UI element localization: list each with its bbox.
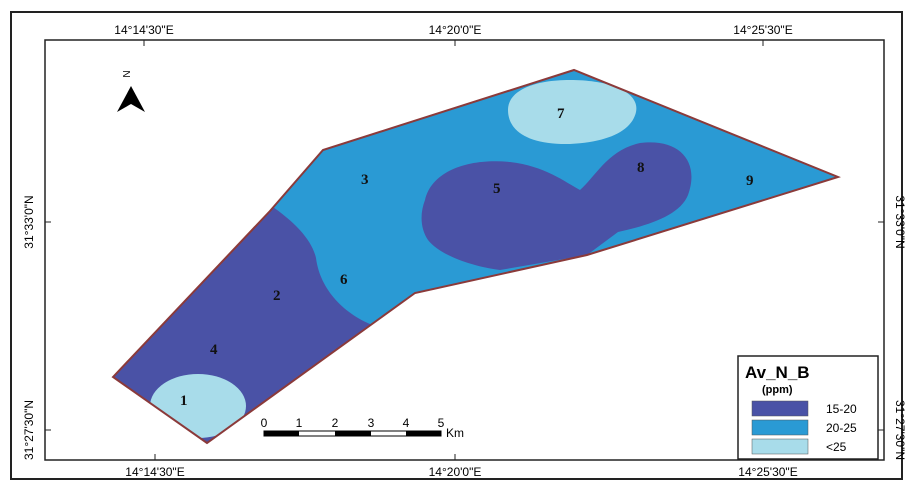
study-area-zones [113, 70, 838, 443]
site-label: 4 [210, 342, 218, 358]
legend-swatch [751, 438, 809, 455]
outer-frame [10, 11, 903, 480]
site-label: 7 [557, 106, 565, 122]
zone-15-20 [421, 142, 692, 270]
site-label: 6 [340, 272, 348, 288]
top-lon-label: 14°25'30"E [733, 23, 792, 37]
site-label: 9 [746, 173, 754, 189]
left-lat-label: 31°27'30"N [22, 400, 36, 460]
site-label: 2 [273, 288, 281, 304]
right-lat-label: 31°33'0"N [893, 195, 907, 248]
site-label: 3 [361, 172, 369, 188]
right-lat-label: 31°27'30"N [893, 400, 907, 460]
legend-swatch [751, 400, 809, 417]
site-label: 8 [637, 160, 645, 176]
legend-subtitle: (ppm) [762, 384, 793, 396]
legend-label: 15-20 [826, 402, 857, 416]
study-area-outline [111, 68, 841, 445]
bottom-lon-label: 14°25'30"E [738, 465, 797, 479]
zone-lt-25 [508, 80, 637, 145]
legend: Av_N_B (ppm) 15-20 20-25 <25 [737, 355, 879, 460]
zone-lt-25 [150, 374, 246, 438]
scale-tick-label: 2 [332, 416, 339, 430]
site-label: 5 [493, 181, 501, 197]
left-lat-label: 31°33'0"N [22, 195, 36, 248]
map-frame [44, 39, 885, 461]
scale-tick-label: 5 [438, 416, 445, 430]
north-label: N [122, 70, 133, 77]
legend-label: 20-25 [826, 421, 857, 435]
scale-tick-label: 1 [296, 416, 303, 430]
scale-tick-label: 0 [261, 416, 268, 430]
legend-swatch [751, 419, 809, 436]
scale-tick-label: 3 [368, 416, 375, 430]
legend-label: <25 [826, 440, 847, 454]
top-lon-label: 14°20'0"E [429, 23, 482, 37]
scale-bar: 0 1 2 3 4 5 Km [261, 416, 464, 440]
bottom-lon-label: 14°14'30"E [125, 465, 184, 479]
site-label: 1 [180, 393, 188, 409]
scale-tick-label: 4 [403, 416, 410, 430]
top-lon-label: 14°14'30"E [114, 23, 173, 37]
scale-unit: Km [446, 426, 464, 440]
legend-title: Av_N_B [745, 363, 810, 382]
bottom-lon-label: 14°20'0"E [429, 465, 482, 479]
north-arrow-icon: N [117, 70, 145, 112]
